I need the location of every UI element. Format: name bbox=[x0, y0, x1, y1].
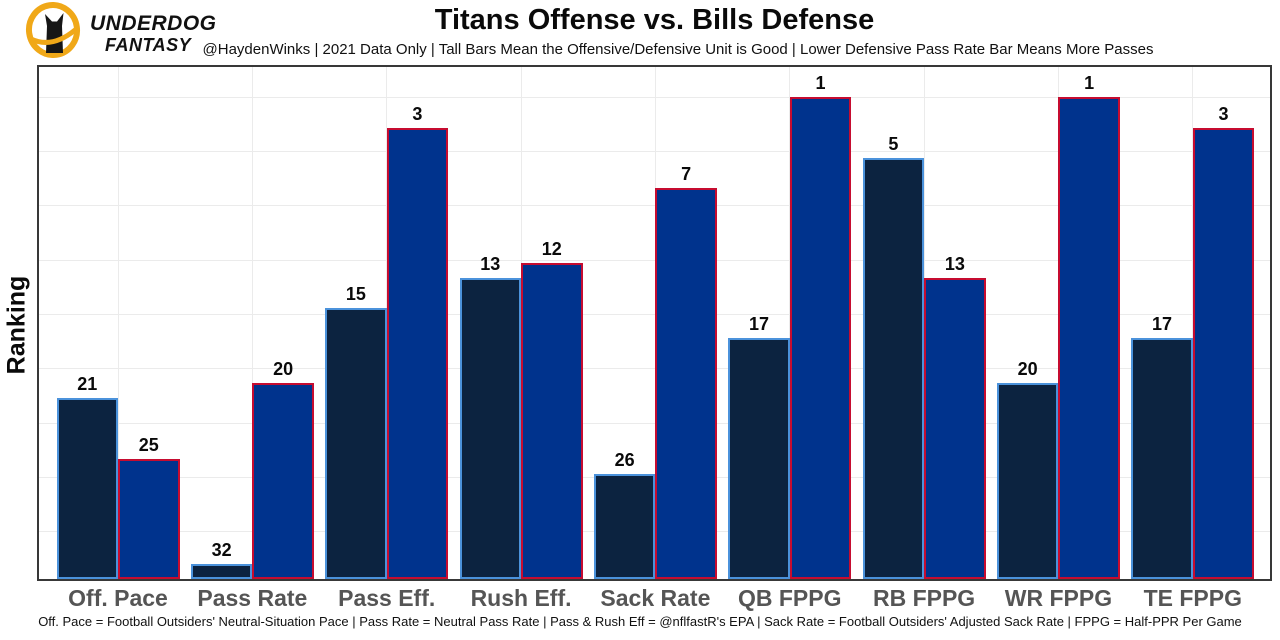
bar-titans-offense bbox=[862, 157, 925, 579]
bar-bills-defense bbox=[252, 383, 314, 579]
bar-value-label: 3 bbox=[1218, 103, 1229, 124]
x-tick-label: Off. Pace bbox=[68, 585, 168, 611]
bar-bills-defense bbox=[521, 262, 583, 579]
x-tick-label: RB FPPG bbox=[872, 585, 976, 611]
gridline-vertical bbox=[117, 67, 119, 579]
bar-value-label: 26 bbox=[614, 449, 635, 470]
bar-titans-offense bbox=[325, 308, 387, 579]
bar-titans-offense bbox=[996, 383, 1059, 579]
bar-bills-defense bbox=[118, 458, 180, 579]
gridline-horizontal bbox=[39, 151, 1270, 153]
bar-titans-offense bbox=[728, 338, 790, 579]
bar-value-label: 17 bbox=[748, 314, 770, 335]
chart-subtitle: @HaydenWinks | 2021 Data Only | Tall Bar… bbox=[202, 41, 1154, 58]
bar-value-label: 15 bbox=[345, 284, 366, 305]
bar-value-label: 12 bbox=[541, 238, 562, 259]
x-tick-label: Pass Eff. bbox=[338, 585, 436, 611]
bar-value-label: 21 bbox=[77, 374, 98, 395]
bar-bills-defense bbox=[386, 127, 449, 579]
bar-value-label: 13 bbox=[944, 254, 965, 274]
bar-value-label: 32 bbox=[211, 539, 232, 560]
bar-titans-offense bbox=[190, 563, 253, 579]
gridline-horizontal bbox=[39, 368, 1270, 370]
brand-underdog-label: UNDERDOG bbox=[90, 11, 217, 35]
x-tick-label: QB FPPG bbox=[737, 585, 842, 611]
y-axis-label: Ranking bbox=[2, 275, 31, 375]
brand-fantasy-label: FANTASY bbox=[105, 34, 192, 55]
x-tick-label: Sack Rate bbox=[600, 585, 711, 611]
bar-value-label: 1 bbox=[1084, 73, 1095, 94]
bar-value-label: 20 bbox=[273, 359, 294, 380]
gridline-horizontal bbox=[39, 205, 1270, 207]
x-tick-label: TE FPPG bbox=[1143, 585, 1242, 611]
bar-value-label: 1 bbox=[815, 73, 826, 94]
bar-titans-offense bbox=[1131, 338, 1193, 579]
plot-area: 21 25 32 20 15 3 13 12 26 7 17 1 5 13 20 1 17 3 bbox=[37, 65, 1272, 581]
bar-titans-offense bbox=[459, 278, 522, 579]
x-tick-label: Rush Eff. bbox=[470, 585, 572, 611]
page-title: Titans Offense vs. Bills Defense bbox=[434, 4, 875, 36]
bar-value-label: 17 bbox=[1152, 314, 1173, 335]
bar-bills-defense bbox=[924, 278, 986, 579]
bar-bills-defense bbox=[789, 97, 852, 579]
footer-caption: Off. Pace = Football Outsiders' Neutral-… bbox=[38, 614, 1242, 629]
bar-value-label: 25 bbox=[138, 434, 159, 455]
bar-bills-defense bbox=[655, 187, 717, 579]
bar-value-label: 7 bbox=[681, 163, 692, 184]
gridline-horizontal bbox=[39, 259, 1270, 261]
gridline-horizontal bbox=[39, 96, 1270, 98]
bar-titans-offense bbox=[56, 398, 118, 579]
bar-value-label: 5 bbox=[888, 133, 899, 154]
bar-titans-offense bbox=[593, 473, 656, 579]
bar-value-label: 3 bbox=[412, 103, 423, 124]
brand-block: UNDERDOG FANTASY bbox=[25, 2, 217, 58]
x-tick-label: Pass Rate bbox=[197, 585, 308, 611]
gridline-horizontal bbox=[39, 314, 1270, 316]
bar-value-label: 20 bbox=[1017, 359, 1038, 380]
bar-bills-defense bbox=[1058, 97, 1120, 579]
gridline-vertical bbox=[251, 67, 253, 579]
x-tick-label: WR FPPG bbox=[1004, 585, 1113, 611]
bar-value-label: 13 bbox=[480, 254, 501, 274]
underdog-dog-logo-icon bbox=[25, 2, 81, 58]
gridline-horizontal bbox=[39, 422, 1270, 424]
brand-text: UNDERDOG FANTASY bbox=[90, 13, 217, 54]
bar-bills-defense bbox=[1192, 127, 1255, 579]
